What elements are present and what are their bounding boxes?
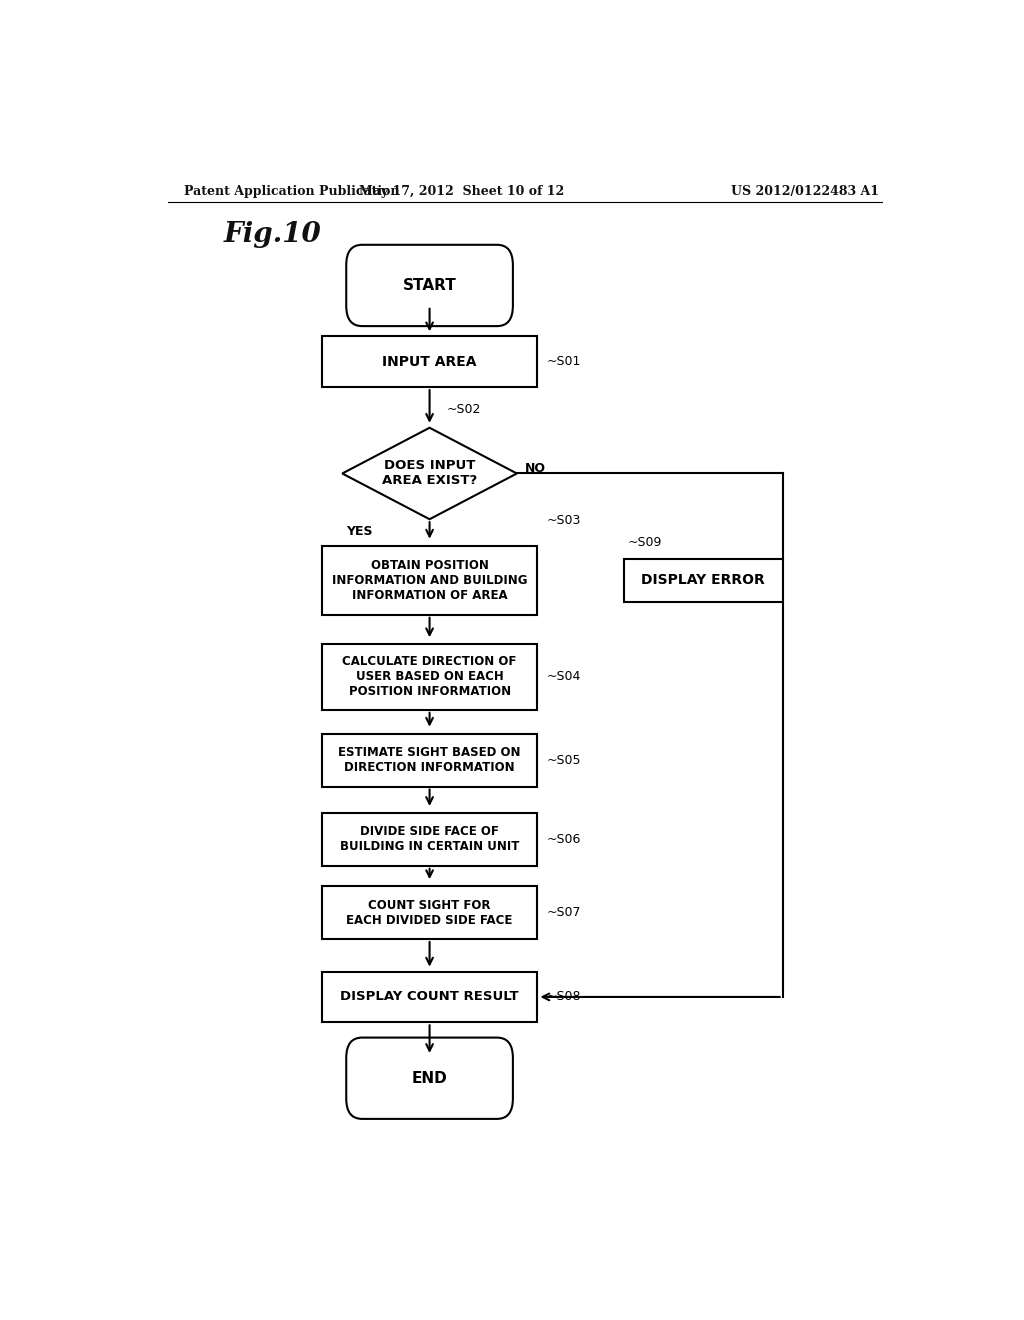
Bar xyxy=(323,545,537,615)
Text: Fig.10: Fig.10 xyxy=(223,222,321,248)
Bar xyxy=(323,972,537,1022)
Text: ~S01: ~S01 xyxy=(547,355,582,368)
Text: ~S05: ~S05 xyxy=(547,754,582,767)
Text: US 2012/0122483 A1: US 2012/0122483 A1 xyxy=(731,185,880,198)
Text: ~S02: ~S02 xyxy=(447,403,481,416)
Bar xyxy=(323,644,537,710)
Text: ~S06: ~S06 xyxy=(547,833,582,846)
Bar xyxy=(323,813,537,866)
Text: START: START xyxy=(402,279,457,293)
Text: ~S04: ~S04 xyxy=(547,671,582,684)
Text: ~S08: ~S08 xyxy=(547,990,582,1003)
Text: OBTAIN POSITION
INFORMATION AND BUILDING
INFORMATION OF AREA: OBTAIN POSITION INFORMATION AND BUILDING… xyxy=(332,558,527,602)
Text: DISPLAY ERROR: DISPLAY ERROR xyxy=(641,573,765,587)
Text: Patent Application Publication: Patent Application Publication xyxy=(183,185,399,198)
Bar xyxy=(323,337,537,387)
Text: DIVIDE SIDE FACE OF
BUILDING IN CERTAIN UNIT: DIVIDE SIDE FACE OF BUILDING IN CERTAIN … xyxy=(340,825,519,854)
Bar xyxy=(323,734,537,787)
Text: NO: NO xyxy=(524,462,546,475)
Text: ESTIMATE SIGHT BASED ON
DIRECTION INFORMATION: ESTIMATE SIGHT BASED ON DIRECTION INFORM… xyxy=(338,746,521,774)
FancyBboxPatch shape xyxy=(346,244,513,326)
Text: ~S07: ~S07 xyxy=(547,906,582,919)
Text: INPUT AREA: INPUT AREA xyxy=(382,355,477,368)
FancyBboxPatch shape xyxy=(346,1038,513,1119)
Bar xyxy=(323,886,537,939)
Text: YES: YES xyxy=(346,525,373,539)
Text: ~S09: ~S09 xyxy=(628,536,663,549)
Text: May 17, 2012  Sheet 10 of 12: May 17, 2012 Sheet 10 of 12 xyxy=(358,185,564,198)
Text: ~S03: ~S03 xyxy=(547,515,582,528)
Bar xyxy=(624,558,782,602)
Text: DISPLAY COUNT RESULT: DISPLAY COUNT RESULT xyxy=(340,990,519,1003)
Text: END: END xyxy=(412,1071,447,1086)
Text: COUNT SIGHT FOR
EACH DIVIDED SIDE FACE: COUNT SIGHT FOR EACH DIVIDED SIDE FACE xyxy=(346,899,513,927)
Text: DOES INPUT
AREA EXIST?: DOES INPUT AREA EXIST? xyxy=(382,459,477,487)
Text: CALCULATE DIRECTION OF
USER BASED ON EACH
POSITION INFORMATION: CALCULATE DIRECTION OF USER BASED ON EAC… xyxy=(342,655,517,698)
Polygon shape xyxy=(342,428,517,519)
